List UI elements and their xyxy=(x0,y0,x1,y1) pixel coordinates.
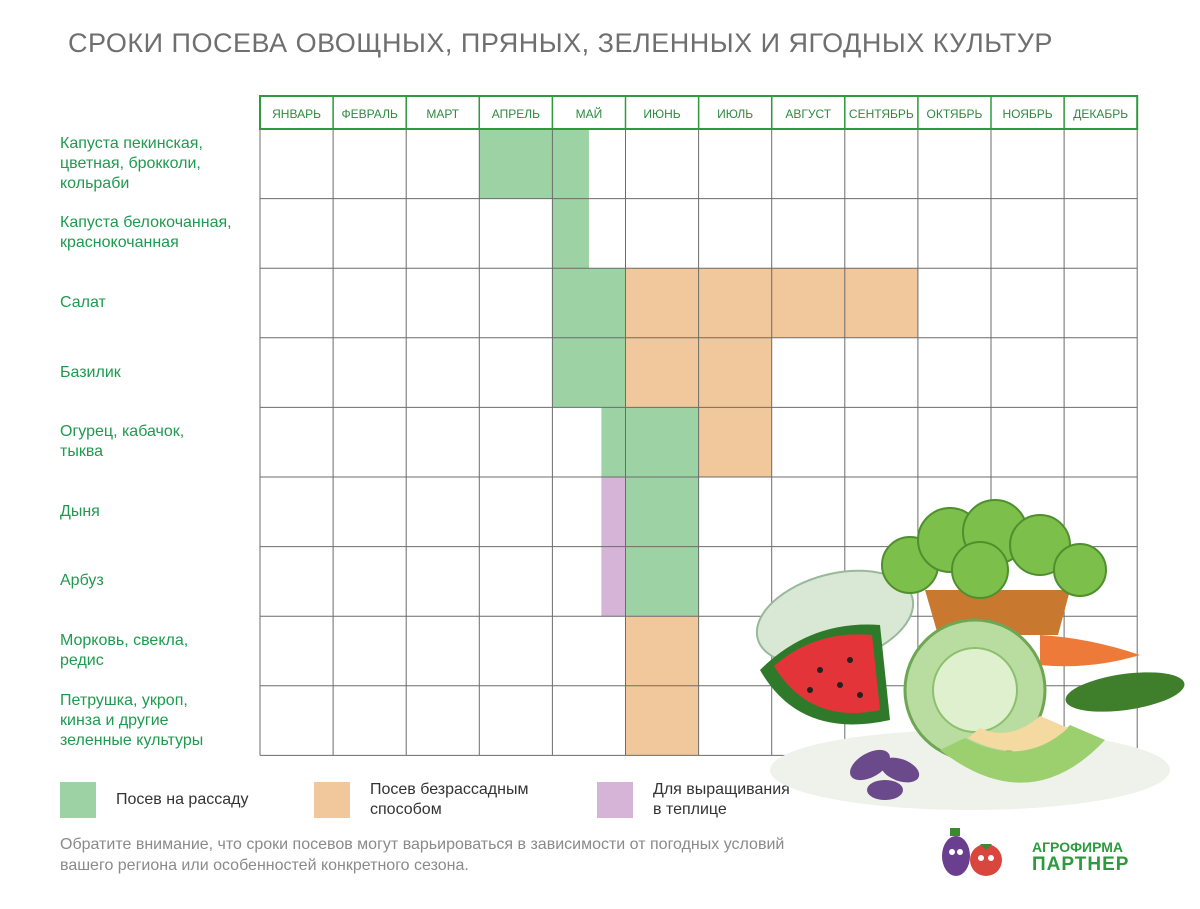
period-bar-greenhouse xyxy=(601,546,626,617)
period-bar-seedling xyxy=(552,268,626,338)
crop-label: Морковь, свекла, редис xyxy=(60,631,260,671)
crop-label: Базилик xyxy=(60,363,260,383)
crop-label-line: зеленные культуры xyxy=(60,731,204,749)
crop-label-line: редис xyxy=(60,652,104,669)
cucumber-image xyxy=(1065,672,1185,712)
crop-label-line: тыква xyxy=(60,443,104,461)
period-bar-seedling xyxy=(625,546,699,617)
period-bar-greenhouse xyxy=(601,477,626,547)
legend-swatch-seedling xyxy=(60,782,96,818)
legend-label-line: в теплице xyxy=(653,801,727,818)
vegetables-illustration xyxy=(755,499,1185,810)
month-label: СЕНТЯБРЬ xyxy=(849,107,914,121)
brand-line1: АГРОФИРМА xyxy=(1032,839,1124,855)
period-bar-direct xyxy=(625,685,699,756)
period-bar-seedling xyxy=(479,129,589,199)
legend-label-line: Посев безрассадным xyxy=(370,781,529,798)
legend-label-direct: Посев безрассадным способом xyxy=(370,780,528,820)
crop-label-line: Дыня xyxy=(60,502,100,520)
crop-label: Капуста белокочанная, краснокочанная xyxy=(60,213,260,253)
month-label: ЯНВАРЬ xyxy=(272,107,321,121)
period-bar-seedling xyxy=(601,407,699,477)
crop-label-line: Морковь, свекла, xyxy=(60,632,189,649)
period-bar-direct xyxy=(625,616,699,686)
month-label: АПРЕЛЬ xyxy=(492,107,540,121)
month-label: ИЮЛЬ xyxy=(717,107,753,121)
month-label: ОКТЯБРЬ xyxy=(927,107,983,121)
legend-label-line: способом xyxy=(370,801,442,818)
crop-label: Салат xyxy=(60,293,260,313)
carrot-image xyxy=(1040,635,1140,667)
period-bar-seedling xyxy=(552,337,626,408)
crop-label: Дыня xyxy=(60,502,260,522)
legend-swatch-direct xyxy=(314,782,350,818)
crop-label-line: Капуста пекинская, xyxy=(60,134,203,152)
note-line: Обратите внимание, что сроки посевов мог… xyxy=(60,836,785,853)
crop-label: Капуста пекинская, цветная, брокколи, коль… xyxy=(60,134,260,194)
cabbage-image xyxy=(903,618,1047,762)
crop-label-line: Огурец, кабачок, xyxy=(60,423,185,441)
basil-image xyxy=(850,749,920,800)
note-line: вашего региона или особенностей конкретн… xyxy=(60,857,469,874)
legend-label-line: Посев на рассаду xyxy=(116,791,249,808)
month-label: МАЙ xyxy=(576,106,603,121)
legend-label-seedling: Посев на рассаду xyxy=(116,790,248,810)
legend-swatch-greenhouse xyxy=(597,782,633,818)
crop-label-line: краснокочанная xyxy=(60,234,179,252)
month-label: АВГУСТ xyxy=(785,107,831,121)
crop-label: Петрушка, укроп, кинза и другие зеленные к… xyxy=(60,691,260,751)
brand-logo-icon xyxy=(942,828,1002,876)
brand-line2: ПАРТНЕР xyxy=(1032,854,1130,875)
month-label: ФЕВРАЛЬ xyxy=(341,107,397,121)
crop-label: Арбуз xyxy=(60,571,260,591)
period-bar-seedling xyxy=(552,198,589,269)
month-label: ДЕКАБРЬ xyxy=(1073,107,1128,121)
crop-label-line: кинза и другие xyxy=(60,711,169,729)
month-label: ИЮНЬ xyxy=(643,107,680,121)
crop-label-line: Арбуз xyxy=(60,572,104,590)
note: Обратите внимание, что сроки посевов мог… xyxy=(60,834,910,876)
legend-label-line: Для выращивания xyxy=(653,781,790,798)
brand-name: АГРОФИРМА ПАРТНЕР xyxy=(1032,838,1129,874)
period-bar-seedling xyxy=(625,477,699,547)
crop-label-line: Петрушка, укроп, xyxy=(60,691,188,709)
crop-label-line: цветная, брокколи, xyxy=(60,154,201,172)
legend-label-greenhouse: Для выращивания в теплице xyxy=(653,780,790,820)
melon-image xyxy=(940,725,1105,783)
lettuce-image xyxy=(881,499,1107,599)
month-label: НОЯБРЬ xyxy=(1002,107,1052,121)
crop-label-line: Капуста белокочанная, xyxy=(60,214,232,232)
month-label: МАРТ xyxy=(426,107,459,121)
crop-label-line: Салат xyxy=(60,294,106,311)
period-bar-direct xyxy=(698,407,772,477)
page-title: СРОКИ ПОСЕВА ОВОЩНЫХ, ПРЯНЫХ, ЗЕЛЕННЫХ И… xyxy=(68,28,1053,58)
crop-label: Огурец, кабачок, тыква xyxy=(60,422,260,462)
crop-label-line: кольраби xyxy=(60,174,130,192)
crop-label-line: Базилик xyxy=(60,363,121,381)
